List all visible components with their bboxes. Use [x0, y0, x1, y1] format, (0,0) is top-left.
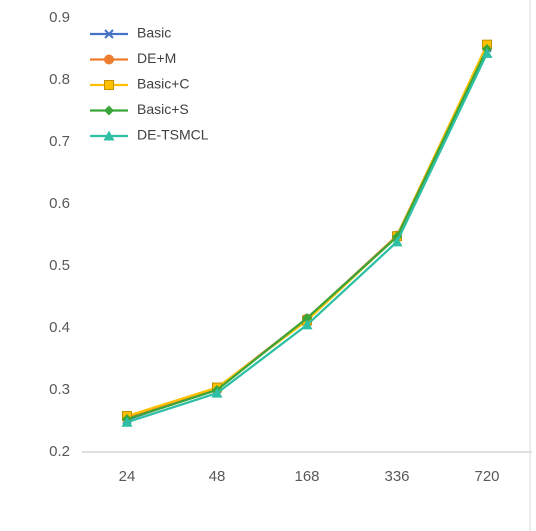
legend-label: Basic	[137, 25, 171, 41]
x-tick-label: 720	[474, 468, 499, 485]
legend-label: DE+M	[137, 50, 176, 66]
legend-marker	[104, 80, 114, 90]
legend-label: DE-TSMCL	[137, 127, 209, 143]
y-tick-label: 0.2	[49, 443, 70, 460]
data-point	[302, 313, 312, 324]
data-point	[301, 319, 313, 330]
y-tick-label: 0.9	[49, 9, 70, 26]
x-tick-label: 48	[209, 468, 226, 485]
y-tick-label: 0.3	[49, 381, 70, 398]
legend-label: Basic+C	[137, 76, 190, 92]
y-tick-label: 0.6	[49, 195, 70, 212]
x-tick-label: 336	[384, 468, 409, 485]
data-point	[211, 387, 223, 398]
legend: Basic DE+M Basic+C Basic+S DE-TSMCL	[90, 25, 209, 143]
legend-marker	[104, 105, 114, 116]
legend-marker	[104, 29, 114, 39]
legend-marker	[104, 54, 114, 65]
y-tick-label: 0.5	[49, 257, 70, 274]
y-tick-label: 0.4	[49, 319, 70, 336]
legend-marker	[103, 130, 115, 141]
y-tick-label: 0.8	[49, 71, 70, 88]
legend-label: Basic+S	[137, 101, 189, 117]
y-tick-label: 0.7	[49, 133, 70, 150]
x-tick-label: 168	[294, 468, 319, 485]
data-point	[481, 47, 493, 58]
data-point	[391, 236, 403, 247]
data-point	[121, 416, 133, 427]
x-tick-label: 24	[119, 468, 136, 485]
